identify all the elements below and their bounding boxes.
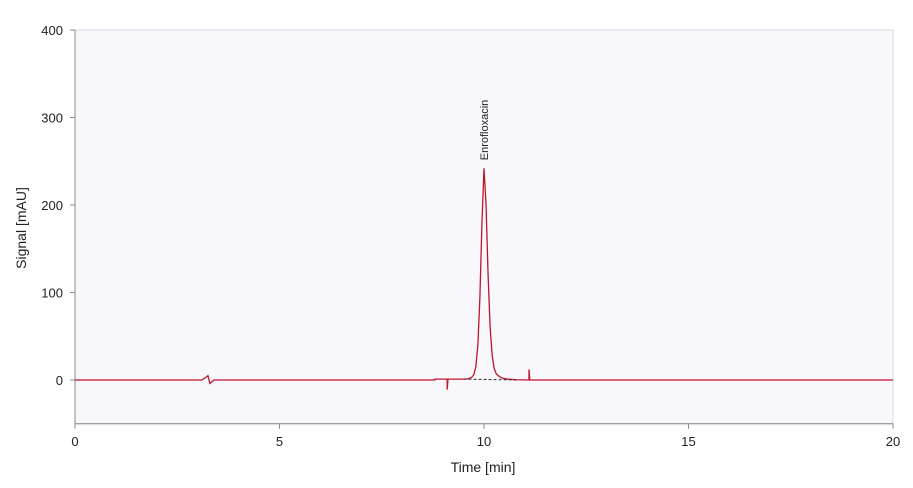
x-tick-label: 0: [71, 434, 78, 449]
y-tick-label: 100: [41, 286, 63, 301]
signal-line: [75, 168, 893, 390]
y-tick-label: 400: [41, 23, 63, 38]
peak-label: Enrofloxacin: [479, 100, 491, 161]
x-axis-label: Time [min]: [451, 459, 516, 475]
y-axis-label: Signal [mAU]: [13, 187, 29, 269]
x-tick-label: 10: [477, 434, 491, 449]
x-tick-label: 20: [886, 434, 900, 449]
x-tick-label: 5: [276, 434, 283, 449]
plot-area: [74, 29, 894, 425]
baseline: [463, 378, 517, 381]
y-tick-label: 0: [56, 373, 63, 388]
x-tick-label: 15: [681, 434, 695, 449]
y-tick-label: 300: [41, 111, 63, 126]
y-tick-label: 200: [41, 198, 63, 213]
